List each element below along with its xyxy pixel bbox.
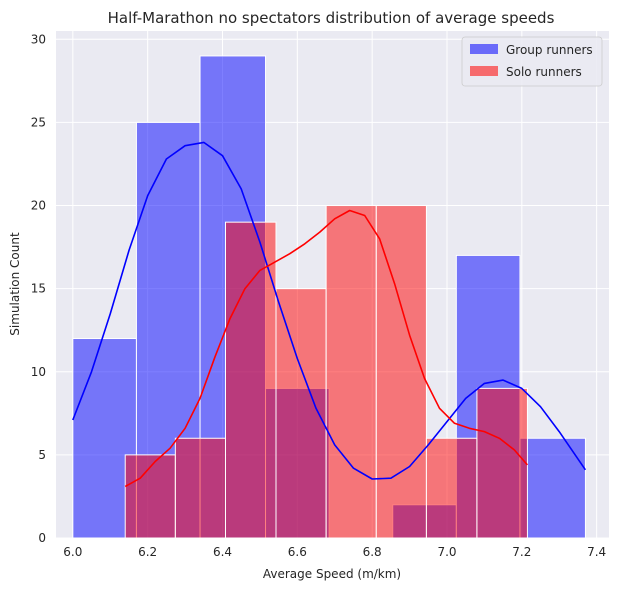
bar-solo — [124, 454, 176, 539]
bar-solo — [375, 205, 427, 539]
legend-label-group: Group runners — [506, 43, 593, 57]
x-tick-label: 6.6 — [288, 545, 307, 559]
y-tick-label: 30 — [31, 32, 46, 46]
legend-swatch-solo — [470, 66, 498, 76]
y-tick-label: 5 — [38, 448, 46, 462]
legend-swatch-group — [470, 44, 498, 54]
kde-curves — [72, 141, 587, 488]
bar-solo — [476, 387, 528, 539]
y-tick-label: 25 — [31, 115, 46, 129]
x-tick-label: 7.4 — [587, 545, 606, 559]
x-tick-label: 6.2 — [138, 545, 157, 559]
x-tick-label: 6.4 — [213, 545, 232, 559]
bar-solo — [224, 221, 277, 539]
y-tick-label: 0 — [38, 531, 46, 545]
x-tick-label: 7.0 — [437, 545, 456, 559]
y-tick-label: 20 — [31, 199, 46, 213]
kde-line-group — [72, 141, 587, 480]
x-axis-ticks: 6.0 6.2 6.4 6.6 6.8 7.0 7.2 7.4 — [63, 545, 606, 559]
bar-group — [519, 437, 586, 539]
bar-solo — [325, 205, 377, 539]
y-tick-label: 10 — [31, 365, 46, 379]
y-axis-label: Simulation Count — [8, 232, 22, 336]
chart-title: Half-Marathon no spectators distribution… — [108, 9, 555, 27]
kde-line-solo — [124, 209, 529, 488]
x-axis-label: Average Speed (m/km) — [263, 567, 401, 581]
bars-group — [72, 55, 586, 539]
legend-label-solo: Solo runners — [506, 65, 582, 79]
y-tick-label: 15 — [31, 282, 46, 296]
bar-solo — [174, 437, 226, 539]
y-axis-ticks: 0 5 10 15 20 25 30 — [31, 32, 46, 545]
x-tick-label: 6.0 — [63, 545, 82, 559]
x-tick-label: 7.2 — [512, 545, 531, 559]
bar-solo — [425, 437, 478, 539]
x-tick-label: 6.8 — [363, 545, 382, 559]
legend: Group runners Solo runners — [461, 36, 603, 87]
